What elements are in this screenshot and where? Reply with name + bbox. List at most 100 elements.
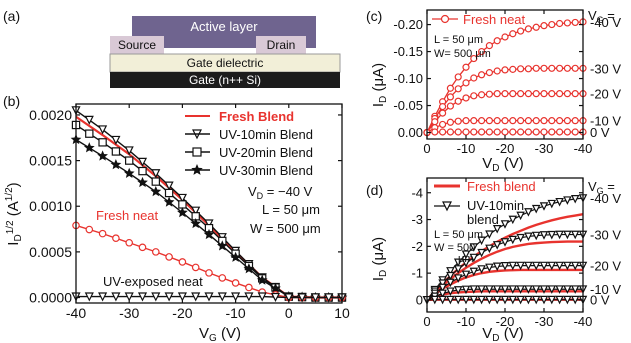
marker-uv-10min-blend <box>84 115 94 125</box>
vg-label-d: -10 V <box>590 282 621 297</box>
marker-vg-2 <box>439 109 447 117</box>
chart-b-xtick-label: -10 <box>225 305 245 321</box>
marker-fresh-neat <box>152 248 160 256</box>
marker-vg-2 <box>501 90 509 98</box>
chart-b-xtick-label: 0 <box>285 305 293 321</box>
uv10-marker-4 <box>570 295 580 305</box>
marker-vg-3 <box>532 117 540 125</box>
chart-b-xtick-label: 10 <box>334 305 350 321</box>
marker-vg-3 <box>516 117 525 125</box>
marker-vg-2 <box>571 90 579 98</box>
marker-uv-30min-blend <box>123 167 135 178</box>
marker-vg-1 <box>446 93 454 101</box>
chart-d-ytick-label: -1 <box>411 266 423 281</box>
marker-fresh-neat <box>218 274 227 282</box>
marker-vg-4 <box>462 128 470 136</box>
uv10-marker-1 <box>555 230 564 240</box>
chart-d-xtick-label: -30 <box>535 314 554 329</box>
marker-uv-exposed-neat <box>297 293 307 303</box>
uv10-marker-4 <box>555 295 564 305</box>
uv10-marker-4 <box>453 295 463 305</box>
uv10-marker-2 <box>461 270 471 280</box>
chart-d-xtick-label: -20 <box>496 314 515 329</box>
uv10-marker-0 <box>539 202 549 211</box>
uv10-marker-3 <box>446 287 455 297</box>
marker-fresh-neat <box>178 258 187 266</box>
marker-uv-10min-blend <box>151 169 161 179</box>
uv10-marker-1 <box>531 231 541 241</box>
marker-uv-20min-blend <box>151 177 160 186</box>
marker-vg-2 <box>516 90 525 98</box>
chart-d-ytick-label: -4 <box>411 185 423 200</box>
chart-b: (b) -40 -30 -20 -10 0 10 0.0000 0.0005 0.0010 0.0… <box>3 93 350 343</box>
marker-uv-exposed-neat <box>124 292 134 302</box>
chart-c-ytick-label: -0.05 <box>393 98 423 113</box>
marker-vg-4 <box>571 128 579 136</box>
marker-vg-4 <box>446 128 454 136</box>
marker-vg-1 <box>462 79 470 87</box>
uv10-marker-4 <box>469 295 479 305</box>
marker-vg-0 <box>524 25 533 33</box>
marker-vg-4 <box>439 128 447 136</box>
marker-vg-1 <box>493 67 501 75</box>
marker-vg-4 <box>548 128 556 136</box>
marker-vg-0 <box>470 54 478 63</box>
uv10-marker-3 <box>485 285 494 294</box>
marker-vg-0 <box>563 19 572 27</box>
uv10-marker-4 <box>524 295 533 305</box>
chart-c-xtick-label: -10 <box>457 141 476 156</box>
marker-vg-0 <box>555 19 564 28</box>
marker-vg-1 <box>485 69 493 77</box>
uv10-marker-2 <box>469 267 479 277</box>
marker-uv-30min-blend <box>190 217 202 229</box>
marker-vg-2 <box>555 90 564 98</box>
panel-a-label: (a) <box>3 8 20 24</box>
uv10-marker-4 <box>531 295 541 305</box>
source-contact <box>110 36 164 54</box>
marker-vg-2 <box>548 90 556 98</box>
marker-uv-30min-blend <box>110 159 122 170</box>
marker-vg-0 <box>478 47 486 56</box>
marker-vg-2 <box>446 102 454 110</box>
uv10-marker-4 <box>492 295 502 305</box>
uv10-marker-4 <box>438 295 447 305</box>
marker-vg-2 <box>524 90 533 98</box>
uv10-marker-0 <box>563 196 572 205</box>
marker-vg-4 <box>555 128 564 136</box>
marker-vg-1 <box>478 71 486 79</box>
uv10-marker-3 <box>547 285 557 294</box>
legend-fresh-blend: Fresh Blend <box>219 109 294 124</box>
marker-vg-1 <box>501 66 509 74</box>
marker-uv-10min-blend <box>204 219 214 229</box>
marker-vg-1 <box>509 65 517 73</box>
uv10-marker-4 <box>516 295 525 305</box>
uv10-marker-3 <box>438 289 447 299</box>
gate-layer <box>110 72 340 88</box>
chart-d-xtick-label: -40 <box>574 314 593 329</box>
uv10-marker-0 <box>485 230 494 239</box>
uv10-marker-2 <box>438 283 447 293</box>
active-layer-label: Active layer <box>190 19 258 34</box>
chart-c-xtick-label: -20 <box>496 141 515 156</box>
uv10-marker-2 <box>492 262 502 272</box>
marker-fresh-neat <box>191 263 200 272</box>
gate-label: Gate (n++ Si) <box>189 73 261 87</box>
marker-vg-4 <box>540 128 548 136</box>
vg-label-d: -40 V <box>590 191 621 206</box>
uv10-marker-3 <box>477 285 486 294</box>
marker-vg-0 <box>501 33 509 41</box>
panel-c-label: (c) <box>366 8 382 24</box>
marker-uv-30min-blend <box>230 251 241 262</box>
legend-c-marker <box>440 14 450 24</box>
marker-uv-exposed-neat <box>324 293 334 303</box>
marker-uv-10min-blend <box>191 206 201 216</box>
uv10-marker-0 <box>500 220 510 229</box>
legend-uv10-blend: UV-10min Blend <box>219 127 313 142</box>
marker-vg-1 <box>555 64 564 72</box>
marker-uv-30min-blend <box>83 142 95 153</box>
marker-vg-2 <box>493 90 501 98</box>
marker-uv-exposed-neat <box>111 292 121 302</box>
uv10-marker-3 <box>492 285 502 294</box>
uv10-marker-2 <box>563 261 572 271</box>
